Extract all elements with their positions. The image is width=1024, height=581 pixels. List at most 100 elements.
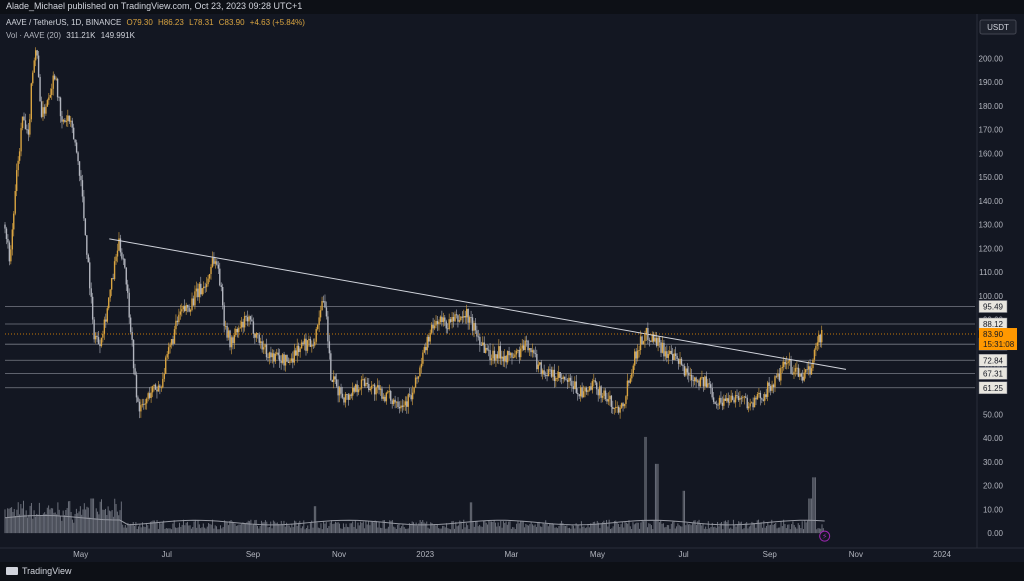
candle-body — [197, 288, 199, 298]
candle-body — [29, 119, 31, 135]
candle-body — [571, 380, 573, 387]
candle-body — [273, 353, 275, 362]
candle-body — [783, 361, 785, 368]
candle-body — [249, 316, 252, 320]
candle-body — [528, 348, 531, 351]
candle-body — [51, 88, 53, 96]
candle-body — [334, 376, 336, 380]
candle-body — [619, 407, 621, 413]
candle-body — [496, 354, 499, 359]
candle-body — [362, 379, 364, 380]
candle-body — [159, 385, 161, 388]
candle-body — [521, 345, 523, 349]
candle-body — [255, 333, 258, 338]
candle-body — [59, 97, 62, 117]
candle-body — [585, 387, 588, 392]
candle-body — [454, 314, 456, 322]
candle-body — [20, 128, 22, 152]
candle-body — [489, 350, 491, 361]
candle-body — [664, 351, 667, 357]
candle-body — [416, 377, 418, 379]
time-tick-label: Sep — [246, 550, 261, 559]
price-tick-label: 30.00 — [983, 458, 1004, 467]
candle-body — [333, 376, 335, 383]
candle-body — [166, 354, 168, 358]
candle-body — [109, 289, 111, 298]
candle-body — [810, 368, 813, 375]
candle-body — [297, 345, 300, 353]
candle-body — [124, 258, 126, 268]
candle-body — [384, 396, 386, 402]
candle-body — [702, 377, 705, 387]
candle-body — [90, 288, 92, 297]
candle-body — [790, 359, 792, 374]
candle-body — [707, 383, 709, 387]
candle-body — [198, 283, 201, 298]
candle-body — [132, 339, 135, 369]
candle-body — [509, 353, 512, 356]
candle-body — [483, 342, 485, 353]
price-tick-label: 200.00 — [979, 54, 1004, 63]
candle-body — [32, 72, 34, 84]
candle-body — [723, 398, 725, 406]
time-tick-label: Jul — [678, 550, 688, 559]
candle-body — [229, 330, 231, 348]
candle-body — [182, 306, 184, 310]
candle-body — [620, 403, 623, 408]
candle-body — [436, 321, 439, 325]
candle-body — [651, 334, 653, 342]
candle-body — [411, 392, 414, 400]
candle-body — [315, 329, 317, 342]
last-price-label: 83.90 — [983, 330, 1004, 339]
candle-body — [467, 308, 469, 323]
candle-body — [471, 317, 474, 331]
tradingview-logo[interactable]: TradingView — [6, 566, 72, 576]
candle-body — [559, 372, 561, 378]
candle-body — [575, 381, 577, 393]
candle-body — [286, 354, 288, 362]
time-tick-label: Nov — [332, 550, 346, 559]
candle-body — [131, 331, 133, 340]
candle-body — [194, 291, 196, 306]
candle-body — [667, 353, 670, 358]
price-tick-label: 190.00 — [979, 78, 1004, 87]
candle-body — [423, 347, 426, 353]
candle-body — [344, 394, 347, 403]
candle-body — [205, 284, 208, 288]
candle-body — [419, 367, 421, 377]
candle-body — [679, 358, 681, 364]
candle-body — [714, 401, 716, 405]
candle-body — [733, 399, 735, 403]
candle-body — [137, 397, 139, 402]
level-price-tag — [978, 381, 1008, 395]
candle-body — [146, 398, 148, 404]
candle-body — [555, 377, 557, 382]
candle-body — [62, 119, 65, 122]
candle-body — [766, 382, 769, 397]
candle-body — [409, 394, 411, 396]
candle-body — [378, 385, 380, 390]
candle-body — [10, 249, 12, 262]
candle-body — [587, 390, 589, 392]
candle-body — [67, 115, 69, 121]
candle-body — [248, 316, 250, 322]
candle-body — [141, 404, 144, 406]
candle-body — [156, 389, 158, 392]
candle-body — [216, 261, 218, 265]
candle-body — [398, 407, 401, 409]
price-tick-label: 40.00 — [983, 434, 1004, 443]
candle-body — [129, 317, 132, 332]
candle-body — [644, 334, 646, 342]
candle-body — [259, 341, 262, 343]
time-tick-label: Sep — [763, 550, 778, 559]
candle-body — [414, 377, 417, 388]
candle-body — [743, 396, 746, 398]
candle-body — [401, 405, 404, 407]
candle-body — [683, 366, 686, 376]
candle-body — [24, 120, 27, 130]
candle-body — [657, 337, 659, 346]
candle-body — [327, 316, 329, 342]
candle-body — [284, 354, 287, 366]
candle-body — [577, 392, 579, 395]
